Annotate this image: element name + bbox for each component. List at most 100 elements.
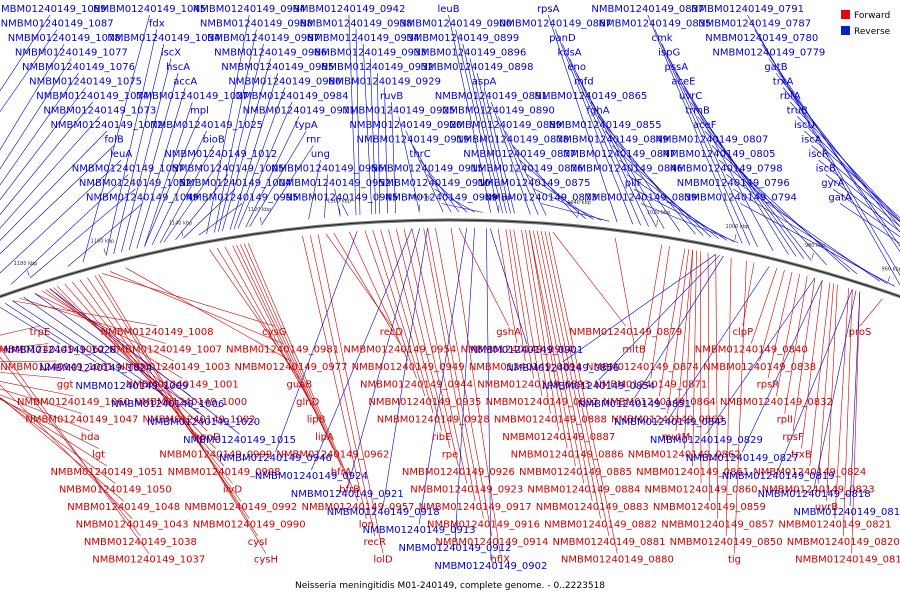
leader-line (834, 288, 849, 519)
leader-line (0, 29, 58, 113)
reverse-gene-arrow (381, 214, 382, 225)
forward-gene-arrow (600, 225, 603, 236)
leader-line (0, 388, 82, 414)
leader-line (619, 159, 720, 239)
gene-labels: NMBM01240149_1089 NMBM01240149_1087 NMBM01… (0, 4, 900, 572)
leader-line (159, 145, 214, 244)
leader-line (640, 203, 739, 244)
leader-line (0, 72, 79, 186)
leader-line (34, 293, 204, 417)
leader-line (676, 72, 789, 255)
forward-gene-arrow (537, 219, 539, 231)
leader-line (398, 116, 420, 213)
leader-line (0, 360, 57, 362)
gene-label: cysH (254, 555, 278, 566)
leader-line (136, 87, 186, 249)
leader-line (302, 236, 367, 519)
leader-line (275, 231, 358, 453)
gene-label: ilvD (223, 485, 242, 496)
gene-label: NMBM01240149_0832 (720, 397, 833, 408)
gene-label: NMBM01240149_0999 (159, 450, 272, 461)
leader-line (0, 306, 61, 345)
reverse-gene-arrow (750, 246, 753, 257)
leader-line (0, 397, 116, 484)
gene-label: NMBM01240149_0992 (184, 502, 297, 513)
forward-gene-arrow (838, 274, 843, 285)
leader-line (125, 267, 292, 362)
reverse-gene-arrow (227, 230, 230, 242)
forward-gene-arrow (74, 269, 77, 280)
gene-label: NMBM01240149_0779 (712, 48, 825, 59)
gene-label: NMBM01240149_0995 (186, 193, 299, 204)
leader-line (782, 87, 900, 228)
gene-label: NMBM01240149_0862 (628, 450, 741, 461)
gene-label: NMBM01240149_0925 (342, 106, 455, 117)
gene-label: NMBM01240149_1006 (111, 399, 224, 410)
leader-line (0, 381, 74, 397)
gene-label: NMBM01240149_0871 (594, 380, 707, 391)
gene-label: NMBM01240149_0877 (463, 149, 576, 160)
leader-line (826, 284, 838, 502)
tick-mark (811, 252, 814, 259)
tick-mark (181, 230, 184, 237)
leader-line (768, 58, 900, 247)
leader-line (369, 58, 377, 215)
reverse-gene-arrow (245, 227, 247, 239)
gene-label: NMBM01240149_0898 (421, 62, 534, 73)
gene-label: rnr (306, 135, 321, 146)
leader-line (261, 145, 314, 226)
leader-line (380, 229, 434, 414)
gene-label: NMBM01240149_0901 (470, 345, 583, 356)
leader-line (700, 251, 702, 484)
leader-line (513, 229, 543, 397)
gene-label: NMBM01240149_0914 (435, 537, 548, 548)
gene-label: NMBM01240149_0902 (434, 561, 547, 572)
gene-label: iscB (816, 164, 836, 175)
leader-line (121, 58, 172, 253)
leader-line (237, 101, 293, 229)
gene-label: hda (81, 432, 100, 443)
gene-label: NMBM01240149_0890 (442, 106, 555, 117)
reverse-gene-arrow (236, 229, 239, 240)
legend-forward-label: Forward (854, 11, 890, 21)
reverse-gene-arrow (326, 218, 328, 229)
gene-label: bfrA (331, 467, 352, 478)
reverse-gene-arrow (182, 238, 185, 250)
leader-line (308, 159, 321, 220)
leader-line (859, 298, 883, 327)
gene-label: NMBM01240149_0849 (556, 135, 669, 146)
leader-line (0, 43, 65, 151)
leader-line (759, 269, 785, 362)
reverse-gene-arrow (634, 225, 636, 236)
tick-label: 1000 kbp (726, 224, 750, 230)
gene-label: NMBM01240149_1028 (4, 345, 117, 356)
gene-label: NMBM01240149_0956 (271, 164, 384, 175)
gene-label: NMBM01240149_0899 (406, 33, 519, 44)
gene-label: NMBM01240149_0915 (371, 164, 484, 175)
gene-label: NMBM01240149_1020 (147, 417, 260, 428)
leader-line (832, 188, 900, 238)
reverse-gene-arrow (218, 232, 221, 243)
gene-label: NMBM01240149_0985 (221, 62, 334, 73)
leader-line (348, 14, 357, 216)
leader-line (67, 203, 143, 267)
forward-gene-arrow (43, 279, 47, 290)
reverse-gene-arrow (15, 283, 19, 294)
leader-line (818, 159, 900, 227)
reverse-gene-arrow (872, 280, 876, 291)
gene-label: NMBM01240149_0913 (363, 525, 476, 536)
forward-gene-arrow (674, 235, 676, 247)
leader-line (562, 43, 642, 226)
leader-line (552, 231, 626, 327)
gene-label: NMBM01240149_0945 (285, 193, 398, 204)
gene-label: NMBM01240149_0924 (255, 471, 368, 482)
backbone-arc-core (0, 219, 900, 298)
legend-reverse-label: Reverse (854, 27, 891, 37)
gene-label: mfd (574, 77, 594, 88)
reverse-gene-arrow (625, 223, 627, 235)
tick-mark (577, 209, 579, 217)
leader-line (391, 101, 396, 214)
leader-line (221, 58, 271, 232)
forward-gene-arrow (889, 290, 893, 301)
